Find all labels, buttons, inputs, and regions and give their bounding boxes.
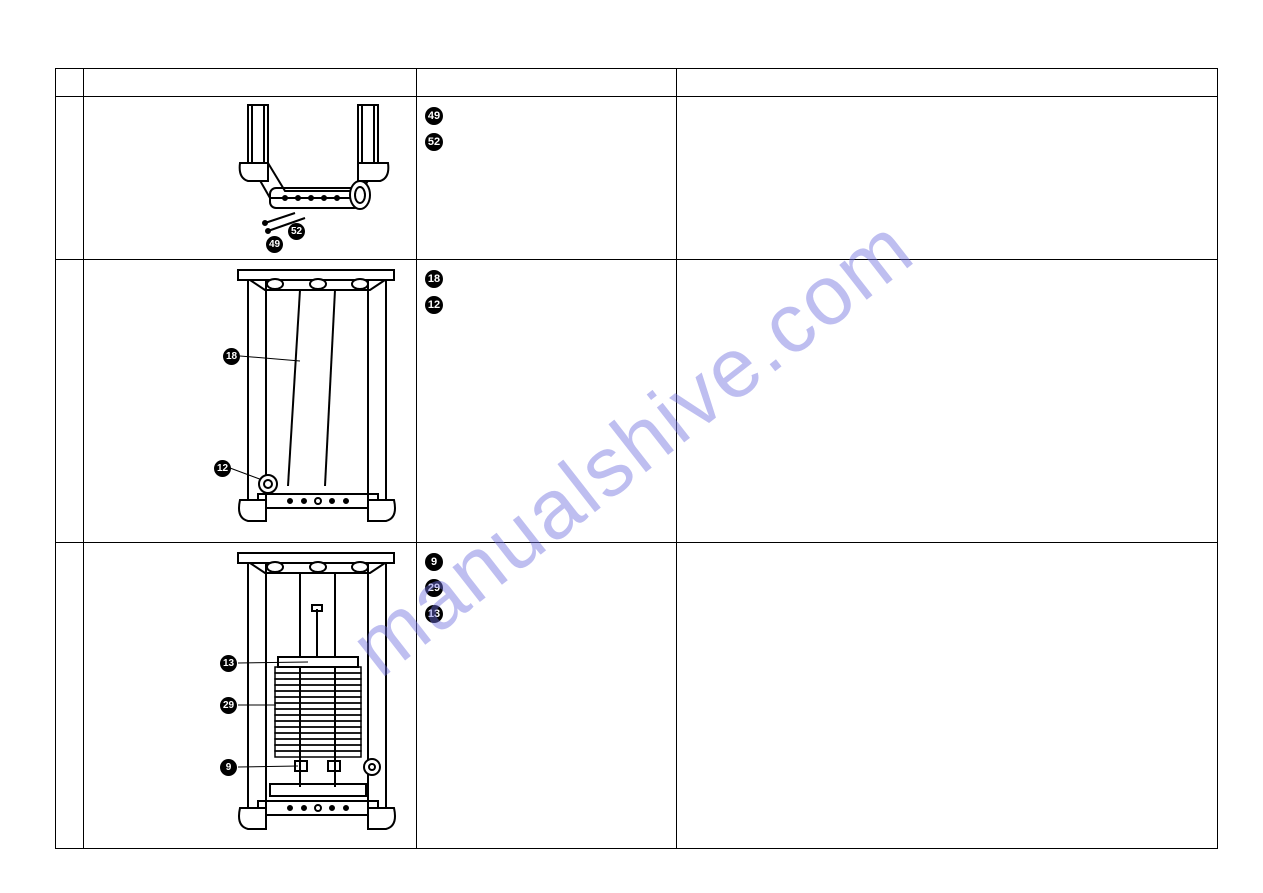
step-cell (56, 260, 84, 543)
callout-badge: 29 (220, 697, 237, 714)
callout-badge: 18 (223, 348, 240, 365)
assembly-diagram-1: 49 52 (90, 103, 410, 253)
notes-cell (677, 97, 1218, 260)
table-row: 13 29 9 9 29 13 (56, 543, 1218, 849)
step-cell (56, 97, 84, 260)
callout-badge: 49 (266, 236, 283, 253)
part-number-badge: 49 (425, 107, 443, 125)
part-number-badge: 13 (425, 605, 443, 623)
part-number-badge: 12 (425, 296, 443, 314)
diagram-cell: 13 29 9 (84, 543, 417, 849)
callout-badge: 9 (220, 759, 237, 776)
assembly-table: 49 52 49 52 (55, 68, 1218, 849)
assembly-diagram-2: 18 12 (90, 266, 410, 536)
diagram-svg (90, 549, 410, 837)
part-number-badge: 52 (425, 133, 443, 151)
parts-cell: 49 52 (417, 97, 677, 260)
table-header-row (56, 69, 1218, 97)
header-parts (417, 69, 677, 97)
step-cell (56, 543, 84, 849)
table-row: 18 12 18 12 (56, 260, 1218, 543)
callout-badge: 52 (288, 223, 305, 240)
table-row: 49 52 49 52 (56, 97, 1218, 260)
header-notes (677, 69, 1218, 97)
parts-cell: 9 29 13 (417, 543, 677, 849)
callout-badge: 13 (220, 655, 237, 672)
notes-cell (677, 543, 1218, 849)
header-image (84, 69, 417, 97)
parts-cell: 18 12 (417, 260, 677, 543)
assembly-diagram-3: 13 29 9 (90, 549, 410, 842)
part-number-badge: 18 (425, 270, 443, 288)
diagram-svg (90, 266, 410, 531)
diagram-cell: 18 12 (84, 260, 417, 543)
part-number-badge: 9 (425, 553, 443, 571)
notes-cell (677, 260, 1218, 543)
callout-badge: 12 (214, 460, 231, 477)
diagram-svg (90, 103, 410, 248)
diagram-cell: 49 52 (84, 97, 417, 260)
header-step (56, 69, 84, 97)
part-number-badge: 29 (425, 579, 443, 597)
